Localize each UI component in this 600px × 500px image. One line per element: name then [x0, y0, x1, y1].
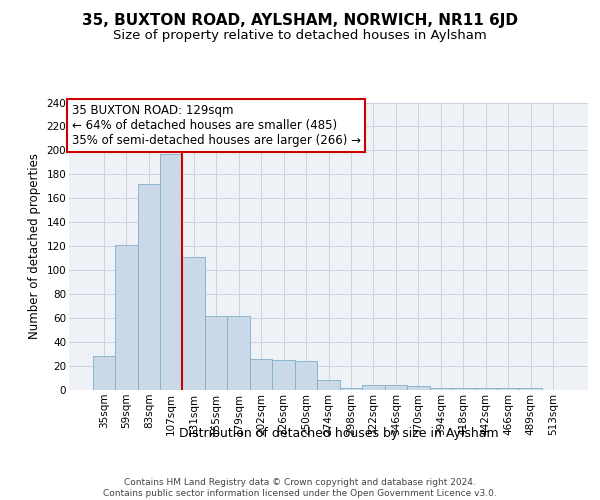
- Text: Size of property relative to detached houses in Aylsham: Size of property relative to detached ho…: [113, 29, 487, 42]
- Text: Contains HM Land Registry data © Crown copyright and database right 2024.
Contai: Contains HM Land Registry data © Crown c…: [103, 478, 497, 498]
- Bar: [295, 361, 317, 390]
- Bar: [385, 385, 407, 390]
- Bar: [137, 184, 160, 390]
- Bar: [115, 245, 137, 390]
- Y-axis label: Number of detached properties: Number of detached properties: [28, 153, 41, 340]
- Bar: [475, 388, 497, 390]
- Bar: [497, 388, 520, 390]
- Bar: [92, 356, 115, 390]
- Bar: [452, 388, 475, 390]
- Text: 35, BUXTON ROAD, AYLSHAM, NORWICH, NR11 6JD: 35, BUXTON ROAD, AYLSHAM, NORWICH, NR11 …: [82, 12, 518, 28]
- Bar: [227, 316, 250, 390]
- Bar: [250, 359, 272, 390]
- Bar: [205, 316, 227, 390]
- Bar: [362, 385, 385, 390]
- Bar: [407, 386, 430, 390]
- Text: 35 BUXTON ROAD: 129sqm
← 64% of detached houses are smaller (485)
35% of semi-de: 35 BUXTON ROAD: 129sqm ← 64% of detached…: [71, 104, 361, 147]
- Bar: [340, 388, 362, 390]
- Bar: [182, 257, 205, 390]
- Bar: [430, 388, 452, 390]
- Bar: [317, 380, 340, 390]
- Bar: [520, 388, 542, 390]
- Bar: [160, 154, 182, 390]
- Bar: [272, 360, 295, 390]
- Text: Distribution of detached houses by size in Aylsham: Distribution of detached houses by size …: [179, 428, 499, 440]
